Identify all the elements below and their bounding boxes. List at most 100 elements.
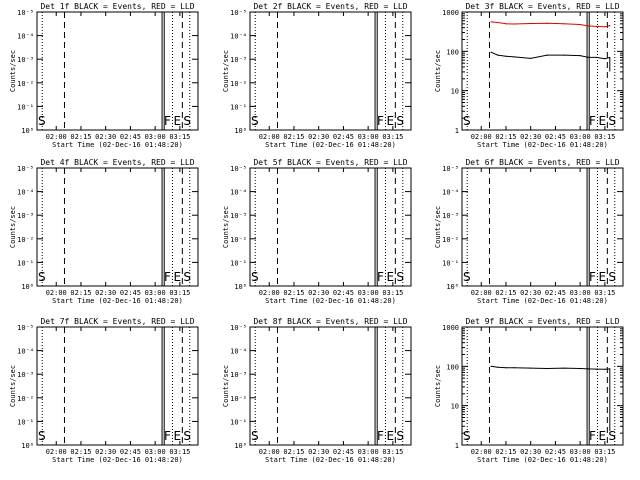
x-tick-label: 03:15 — [382, 133, 403, 141]
marker-s-start: S — [38, 114, 46, 128]
y-tick-label: 1 — [455, 442, 459, 450]
x-tick-label: 02:00 — [259, 133, 280, 141]
x-axis-label: Start Time (02-Dec-16 01:48:20) — [265, 456, 396, 464]
x-tick-label: 02:00 — [46, 289, 67, 297]
y-tick-label: 100 — [446, 363, 459, 371]
y-tick-label: 10⁻³ — [230, 56, 247, 64]
x-tick-label: 02:30 — [95, 289, 116, 297]
x-tick-label: 02:15 — [495, 133, 516, 141]
x-tick-label: 02:30 — [308, 133, 329, 141]
y-tick-label: 1 — [455, 127, 459, 135]
y-axis-label: Counts/sec — [434, 206, 442, 248]
y-tick-label: 10⁻¹ — [17, 259, 34, 267]
x-tick-label: 03:00 — [570, 133, 591, 141]
x-tick-label: 03:15 — [382, 448, 403, 456]
marker-s-start: S — [251, 270, 259, 284]
data-point — [579, 367, 581, 370]
marker-s: S — [183, 114, 191, 128]
plot-frame — [249, 167, 412, 287]
marker-s: S — [183, 270, 191, 284]
x-axis-label: Start Time (02-Dec-16 01:48:20) — [52, 141, 183, 149]
panel-title: Det 1f BLACK = Events, RED = LLD — [40, 2, 194, 11]
y-tick-label: 10⁰ — [234, 127, 247, 135]
plot-frame — [461, 167, 624, 287]
y-axis-label: Counts/sec — [9, 365, 17, 407]
x-tick-label: 02:15 — [495, 448, 516, 456]
y-tick-label: 1000 — [442, 324, 459, 332]
y-axis-label: Counts/sec — [434, 50, 442, 92]
marker-f: F — [589, 429, 596, 443]
x-tick-label: 02:45 — [333, 289, 354, 297]
marker-s-start: S — [251, 429, 259, 443]
y-tick-label: 10⁻² — [230, 395, 247, 403]
data-point — [587, 56, 589, 59]
y-tick-label: 10⁻³ — [17, 212, 34, 220]
data-point — [490, 365, 492, 367]
data-point — [530, 57, 532, 60]
y-tick-label: 10⁻¹ — [230, 103, 247, 111]
x-tick-label: 02:45 — [545, 289, 566, 297]
x-tick-label: 02:00 — [471, 448, 492, 456]
y-tick-label: 10⁻² — [230, 236, 247, 244]
x-tick-label: 03:00 — [358, 448, 379, 456]
data-point — [505, 23, 507, 25]
x-tick-label: 03:00 — [145, 289, 166, 297]
marker-s: S — [608, 114, 616, 128]
panel-title: Det 8f BLACK = Events, RED = LLD — [253, 317, 407, 326]
x-tick-label: 03:00 — [145, 448, 166, 456]
y-tick-label: 10⁻⁴ — [230, 348, 247, 356]
marker-e: E — [173, 429, 181, 443]
y-tick-label: 10⁻² — [230, 80, 247, 88]
marker-f: F — [377, 429, 384, 443]
y-tick-label: 10⁰ — [234, 442, 247, 450]
data-point — [579, 54, 581, 57]
data-point — [596, 56, 598, 59]
y-tick-label: 1000 — [442, 9, 459, 17]
marker-f: F — [589, 114, 596, 128]
panel-title: Det 2f BLACK = Events, RED = LLD — [253, 2, 407, 11]
panel-title: Det 7f BLACK = Events, RED = LLD — [40, 317, 194, 326]
x-tick-label: 03:00 — [145, 133, 166, 141]
data-point — [490, 51, 492, 53]
data-point — [596, 25, 598, 28]
y-tick-label: 10⁻⁴ — [230, 189, 247, 197]
marker-s-start: S — [463, 429, 471, 443]
x-tick-label: 02:45 — [545, 133, 566, 141]
x-tick-label: 02:30 — [308, 289, 329, 297]
marker-f: F — [164, 270, 171, 284]
data-point — [497, 21, 499, 24]
data-point — [563, 23, 565, 25]
data-point — [587, 368, 589, 370]
x-tick-label: 02:15 — [70, 133, 91, 141]
data-point — [604, 368, 606, 370]
y-tick-label: 10⁻³ — [230, 371, 247, 379]
marker-e: E — [386, 114, 394, 128]
y-tick-label: 10⁻⁴ — [230, 33, 247, 41]
x-tick-label: 02:15 — [283, 448, 304, 456]
y-tick-label: 10⁻³ — [17, 56, 34, 64]
data-point — [563, 54, 565, 56]
x-axis-label: Start Time (02-Dec-16 01:48:20) — [477, 456, 608, 464]
y-tick-label: 10⁰ — [21, 283, 34, 291]
y-axis-label: Counts/sec — [222, 365, 230, 407]
series-line — [491, 365, 610, 370]
plot-frame — [36, 326, 199, 446]
x-tick-label: 02:00 — [471, 289, 492, 297]
y-tick-label: 10⁻⁴ — [17, 348, 34, 356]
x-tick-label: 02:00 — [259, 448, 280, 456]
x-tick-label: 03:15 — [169, 289, 190, 297]
x-tick-label: 02:15 — [70, 448, 91, 456]
data-point — [505, 367, 507, 369]
x-axis-label: Start Time (02-Dec-16 01:48:20) — [265, 141, 396, 149]
x-tick-label: 03:00 — [570, 289, 591, 297]
plot-frame — [461, 326, 624, 446]
y-tick-label: 10 — [451, 403, 459, 411]
x-tick-label: 02:00 — [259, 289, 280, 297]
marker-f: F — [164, 114, 171, 128]
x-tick-label: 02:45 — [120, 133, 141, 141]
x-tick-label: 02:30 — [95, 448, 116, 456]
